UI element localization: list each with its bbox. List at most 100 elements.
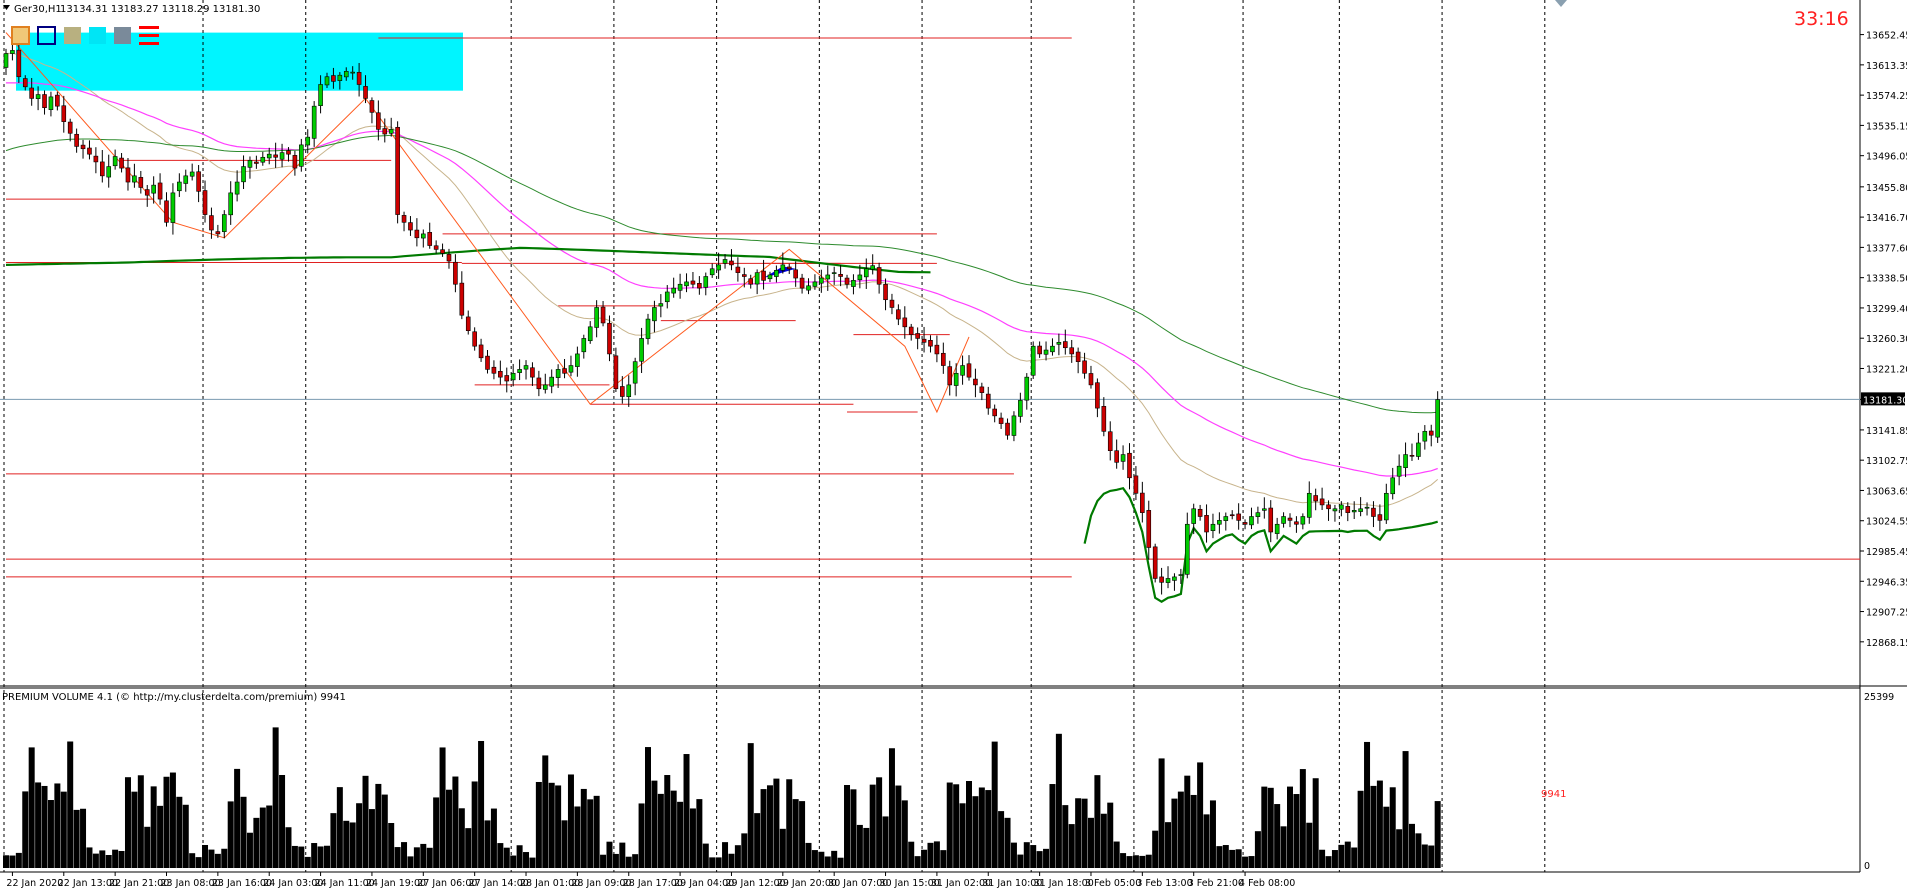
volume-bar: [291, 845, 298, 868]
candle-body: [80, 144, 86, 150]
volume-bars-layer: [3, 727, 1441, 868]
candle-body: [1371, 507, 1376, 517]
volume-bar: [1197, 762, 1204, 868]
scroll-marker-icon[interactable]: [1555, 0, 1567, 7]
time-tick-label: 28 Jan 01:00: [520, 878, 580, 889]
price-tick-label: 13496.05: [1866, 152, 1907, 163]
candle-body: [1095, 382, 1100, 409]
price-tick-label: 13574.25: [1866, 91, 1907, 102]
volume-bar: [619, 842, 626, 868]
volume-indicator-title: PREMIUM VOLUME 4.1 (© http://my.clusterd…: [2, 692, 346, 703]
candle-body: [985, 393, 991, 409]
volume-bar: [510, 855, 517, 868]
candle-body: [542, 384, 548, 390]
price-tick-label: 13299.40: [1866, 304, 1907, 315]
volume-bar: [157, 805, 164, 868]
orange-square-icon[interactable]: [11, 26, 30, 45]
volume-bar: [1274, 804, 1281, 868]
candle-body: [555, 369, 561, 378]
volume-bar: [227, 801, 234, 868]
time-tick-label: 22 Jan 2020: [6, 878, 63, 889]
time-tick-label: 23 Jan 16:00: [212, 878, 272, 889]
volume-bar: [356, 803, 363, 868]
volume-bar: [336, 787, 343, 868]
candle-body: [1345, 506, 1351, 513]
candle-body: [1326, 504, 1331, 510]
red-lines-icon[interactable]: [139, 26, 159, 45]
volume-bar: [490, 808, 497, 868]
volume-bar: [272, 727, 279, 868]
volume-bar: [702, 843, 709, 868]
candles-layer: [3, 42, 1440, 595]
candle-body: [1332, 508, 1338, 512]
volume-bar: [927, 842, 934, 868]
volume-bar: [1338, 844, 1345, 868]
candle-body: [998, 417, 1004, 424]
candle-body: [626, 384, 632, 398]
price-axis: 13652.45 13613.35 13574.25 13535.15 13496.05…: [1860, 31, 1907, 649]
time-tick-label: 31 Jan 18:00: [1034, 878, 1094, 889]
candle-body: [299, 144, 304, 167]
volume-bar: [214, 853, 221, 868]
volume-bar: [1062, 805, 1069, 868]
volume-bar: [747, 743, 754, 868]
time-tick-label: 24 Jan 03:00: [263, 878, 323, 889]
volume-bar: [234, 768, 241, 868]
candle-body: [433, 245, 439, 250]
time-tick-label: 3 Feb 05:00: [1085, 878, 1141, 889]
olive-square-icon[interactable]: [64, 27, 81, 44]
zigzag-line: [5, 32, 970, 414]
blue-square-icon[interactable]: [37, 26, 56, 45]
volume-bar: [176, 796, 183, 868]
volume-max-label: 25399: [1864, 692, 1894, 703]
candle-body: [1152, 546, 1158, 579]
volume-bar: [452, 776, 459, 868]
candle-body: [1268, 507, 1274, 533]
candle-body: [613, 355, 619, 390]
gray-square-icon[interactable]: [114, 27, 131, 44]
candle-body: [221, 214, 227, 232]
candle-body: [1018, 400, 1023, 417]
candle-body: [1217, 520, 1222, 525]
volume-bar: [567, 774, 574, 868]
volume-bar: [497, 843, 504, 868]
volume-bar: [966, 781, 972, 868]
volume-bar: [1357, 790, 1364, 868]
price-tick-label: 13024.55: [1866, 517, 1907, 528]
volume-bar: [1299, 769, 1306, 868]
candle-body: [350, 71, 355, 74]
volume-bar: [253, 817, 260, 868]
volume-bar: [850, 789, 857, 868]
candle-body: [786, 266, 792, 270]
volume-bar: [118, 851, 125, 868]
candle-body: [1037, 345, 1042, 355]
candle-body: [1127, 452, 1132, 479]
volume-bar: [888, 748, 895, 868]
volume-bar: [368, 809, 375, 868]
volume-bar: [1222, 845, 1229, 868]
volume-bar: [831, 850, 838, 868]
dropdown-arrow-icon[interactable]: [3, 5, 10, 10]
cyan-square-icon[interactable]: [89, 27, 106, 44]
candle-body: [420, 233, 426, 239]
candle-body: [440, 249, 445, 254]
candle-body: [530, 367, 535, 378]
volume-bar: [895, 785, 902, 868]
candle-body: [844, 277, 850, 285]
candle-body: [1428, 430, 1434, 436]
candle-body: [16, 49, 22, 78]
candle-body: [754, 272, 760, 285]
candle-timer: 33:16: [1794, 8, 1849, 30]
candle-body: [465, 316, 471, 331]
ma-pink-line: [6, 82, 1438, 477]
volume-bar: [908, 841, 915, 868]
volume-bar: [1344, 841, 1351, 868]
candle-body: [1133, 475, 1139, 494]
candle-body: [414, 229, 420, 239]
candle-body: [100, 161, 105, 177]
volume-bar: [202, 844, 209, 868]
candle-body: [1249, 516, 1254, 526]
candle-body: [1120, 454, 1126, 462]
